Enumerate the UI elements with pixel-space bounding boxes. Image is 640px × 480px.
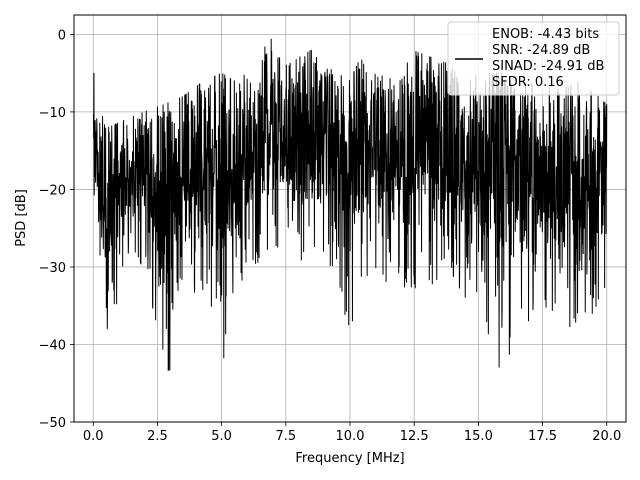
legend-box	[447, 21, 620, 96]
y-tick-label: −40	[39, 338, 66, 353]
y-axis-label: PSD [dB]	[14, 189, 29, 247]
x-axis-ticks: 0.0 2.5 5.0 7.5 10.0 12.5 15.0 17.5 20.0	[83, 422, 621, 444]
x-tick-label: 15.0	[464, 429, 493, 444]
x-tick-label: 2.5	[147, 429, 168, 444]
x-tick-label: 7.5	[275, 429, 296, 444]
y-tick-label: −30	[39, 261, 66, 276]
y-tick-label: 0	[58, 28, 66, 43]
plot-series	[92, 38, 608, 372]
x-tick-label: 17.5	[528, 429, 557, 444]
legend-entry-sfdr: SFDR: 0.16	[492, 75, 564, 90]
legend-entry-sinad: SINAD: -24.91 dB	[492, 59, 604, 74]
y-tick-label: −50	[39, 416, 66, 431]
x-tick-label: 0.0	[83, 429, 104, 444]
x-axis-label: Frequency [MHz]	[295, 451, 404, 466]
legend: ENOB: -4.43 bits SNR: -24.89 dB SINAD: -…	[447, 21, 620, 96]
y-tick-label: −10	[39, 106, 66, 121]
x-tick-label: 12.5	[400, 429, 429, 444]
psd-series-line	[92, 38, 608, 372]
x-tick-label: 20.0	[592, 429, 621, 444]
y-axis-ticks: 0 −10 −20 −30 −40 −50	[39, 28, 74, 431]
legend-entry-enob: ENOB: -4.43 bits	[492, 27, 599, 42]
y-tick-label: −20	[39, 183, 66, 198]
legend-entry-snr: SNR: -24.89 dB	[492, 43, 590, 58]
x-tick-label: 5.0	[211, 429, 232, 444]
x-tick-label: 10.0	[336, 429, 365, 444]
